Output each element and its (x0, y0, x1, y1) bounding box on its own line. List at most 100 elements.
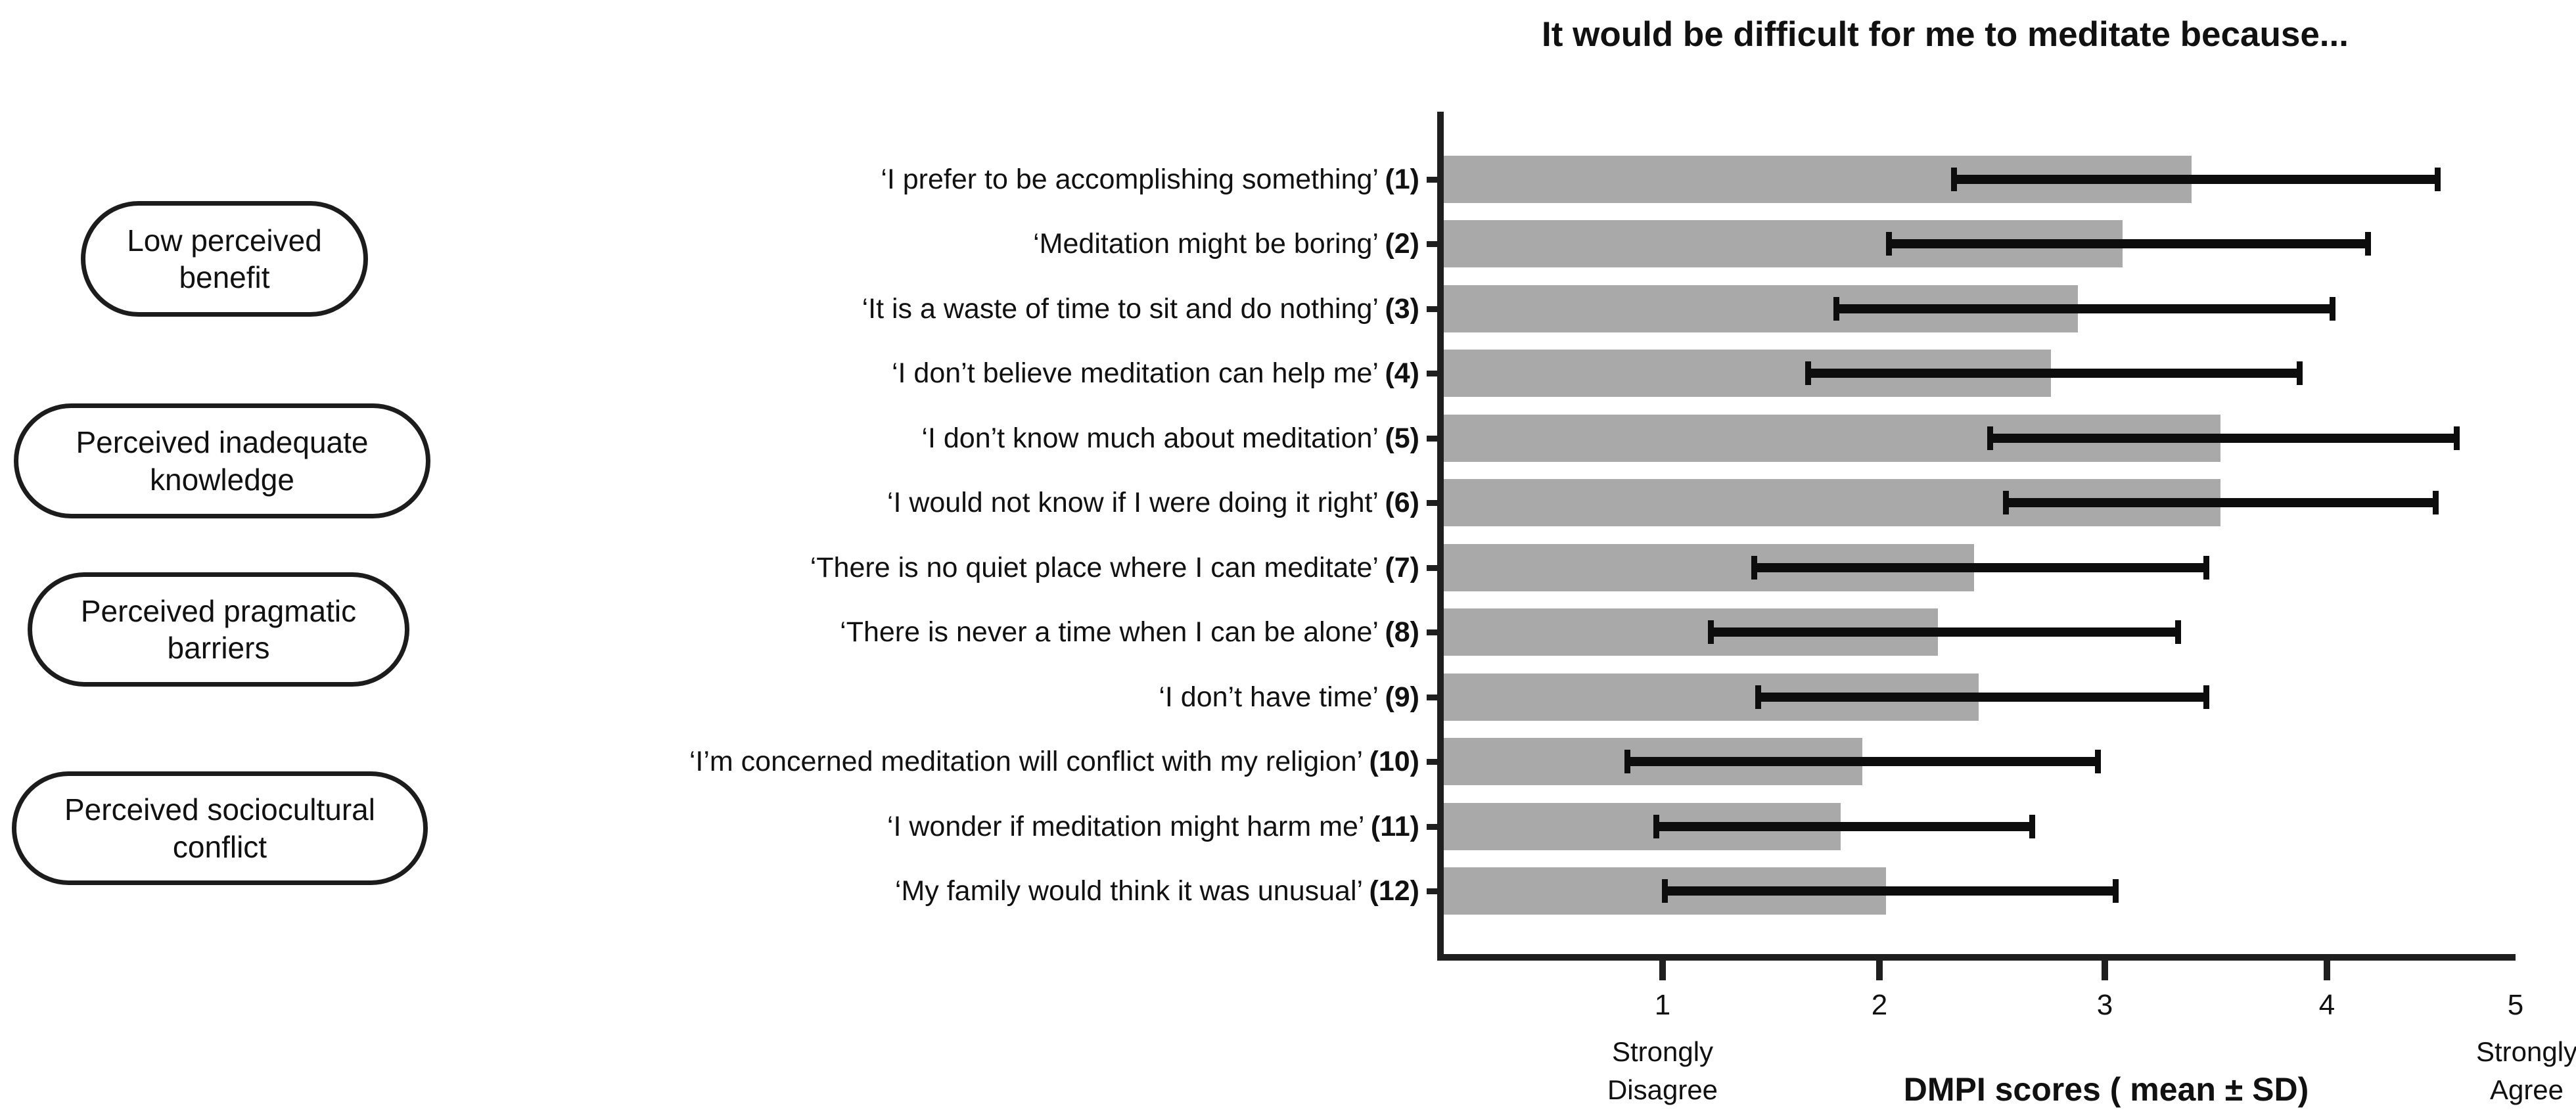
error-bar-cap-left (1951, 168, 1958, 191)
bar-label-1: ‘I prefer to be accomplishing something’… (881, 156, 1419, 203)
bar-label-7: ‘There is no quiet place where I can med… (810, 544, 1419, 591)
error-bar-cap-left (1707, 620, 1714, 645)
error-bar-cap-right (2203, 555, 2210, 580)
y-axis-tick (1427, 241, 1437, 248)
bar-label-number: (1) (1385, 164, 1419, 195)
bar-label-number: (7) (1385, 551, 1419, 583)
bar-label-text: ‘I prefer to be accomplishing something’ (881, 164, 1379, 195)
error-bar-cap-left (1885, 232, 1892, 256)
bar-label-text: ‘There is no quiet place where I can med… (810, 551, 1379, 583)
error-bar-cap-left (1833, 296, 1839, 321)
y-axis-tick (1427, 500, 1437, 507)
category-box-perceived-pragmatic-barriers: Perceived pragmatic barriers (28, 572, 409, 687)
y-axis-tick (1427, 371, 1437, 377)
x-axis-title: DMPI scores ( mean ± SD) (1903, 1071, 2309, 1108)
error-bar-line (1990, 433, 2458, 443)
error-bar-cap-right (2174, 620, 2181, 645)
x-axis-tick-1 (1659, 961, 1666, 980)
error-bar-cap-left (2003, 491, 2010, 515)
error-bar-line (1753, 562, 2207, 572)
bar-label-9: ‘I don’t have time’ (9) (1159, 673, 1419, 721)
error-bar-line (1758, 692, 2207, 702)
error-bar-cap-left (1653, 814, 1659, 838)
x-tick-label-2: 2 (1871, 989, 1888, 1021)
error-bar-cap-left (1755, 685, 1762, 709)
bar-label-text: ‘I’m concerned meditation will conflict … (689, 746, 1364, 778)
error-bar-cap-right (2297, 361, 2303, 386)
category-label-line: knowledge (150, 462, 294, 497)
category-box-perceived-inadequate-knowledge: Perceived inadequate knowledge (14, 403, 430, 518)
category-label-line: Low perceived (127, 223, 322, 258)
bar-label-text: ‘I wonder if meditation might harm me’ (886, 810, 1365, 842)
bar-label-number: (12) (1369, 875, 1419, 907)
x-axis-anchor-strongly-disagree: Strongly Disagree (1525, 1033, 1801, 1109)
x-tick-label-5: 5 (2507, 989, 2524, 1021)
bar-label-number: (10) (1369, 746, 1419, 778)
error-bar-cap-left (1624, 750, 1630, 774)
error-bar-line (1888, 239, 2369, 249)
error-bar-cap-left (1805, 361, 1812, 386)
y-axis-tick (1427, 694, 1437, 700)
category-label-line: conflict (172, 829, 267, 864)
bar-label-3: ‘It is a waste of time to sit and do not… (862, 285, 1419, 332)
y-axis-line (1437, 112, 1444, 961)
bar-label-text: ‘I don’t believe meditation can help me’ (891, 357, 1379, 390)
category-label-line: barriers (167, 631, 270, 665)
bar-label-text: ‘My family would think it was unusual’ (894, 875, 1364, 907)
error-bar-cap-right (2454, 426, 2460, 450)
bar-label-number: (9) (1385, 681, 1419, 713)
bar-label-2: ‘Meditation might be boring’ (2) (1033, 220, 1419, 267)
x-axis-line (1437, 954, 2516, 961)
error-bar-cap-right (2029, 814, 2036, 838)
error-bar-cap-left (1751, 555, 1757, 580)
bar-label-number: (11) (1370, 810, 1419, 842)
bar-label-6: ‘I would not know if I were doing it rig… (887, 479, 1419, 526)
error-bar-cap-right (2435, 168, 2441, 191)
error-bar-cap-left (1662, 878, 1668, 903)
x-tick-label-3: 3 (2096, 989, 2113, 1021)
category-box-perceived-sociocultural-conflict: Perceived sociocultural conflict (12, 771, 428, 885)
anchor-line: Strongly (1611, 1036, 1714, 1067)
y-axis-tick (1427, 629, 1437, 636)
bar-label-12: ‘My family would think it was unusual’ (1… (895, 867, 1419, 915)
bar-label-text: ‘There is never a time when I can be alo… (840, 616, 1379, 649)
error-bar-cap-right (2112, 878, 2119, 903)
y-axis-tick (1427, 888, 1437, 894)
bar-label-number: (8) (1385, 616, 1419, 649)
error-bar-line (1626, 757, 2098, 767)
error-bar-cap-right (2094, 750, 2101, 774)
x-axis-anchor-strongly-agree: Strongly Agree (2389, 1033, 2576, 1109)
y-axis-tick (1427, 306, 1437, 312)
bar-label-number: (3) (1385, 292, 1419, 325)
x-tick-label-1: 1 (1654, 989, 1671, 1021)
y-axis-tick (1427, 435, 1437, 442)
y-axis-tick (1427, 177, 1437, 183)
bar-label-11: ‘I wonder if meditation might harm me’ (1… (887, 803, 1419, 850)
bar-label-5: ‘I don’t know much about meditation’ (5) (921, 415, 1419, 462)
y-axis-tick (1427, 564, 1437, 571)
error-bar-line (1665, 886, 2116, 896)
error-bar-line (1655, 821, 2033, 831)
bar-label-4: ‘I don’t believe meditation can help me’… (892, 350, 1419, 397)
error-bar-cap-right (2365, 232, 2372, 256)
error-bar-cap-right (2329, 296, 2335, 321)
bar-label-10: ‘I’m concerned meditation will conflict … (689, 738, 1419, 785)
error-bar-cap-right (2433, 491, 2439, 515)
bar-label-text: ‘It is a waste of time to sit and do not… (862, 292, 1379, 325)
error-bar-line (1710, 627, 2178, 637)
chart-title: It would be difficult for me to meditate… (1542, 15, 2349, 54)
bar-label-text: ‘Meditation might be boring’ (1033, 228, 1379, 260)
category-label-line: Perceived inadequate (76, 425, 369, 460)
error-bar-line (1836, 304, 2333, 313)
error-bar-line (1808, 369, 2301, 378)
category-label-line: benefit (179, 260, 270, 294)
bar-label-text: ‘I don’t know much about meditation’ (921, 422, 1379, 454)
bar-label-8: ‘There is never a time when I can be alo… (840, 608, 1419, 656)
y-axis-tick (1427, 759, 1437, 765)
anchor-line: Disagree (1607, 1074, 1718, 1105)
bar-label-number: (2) (1385, 228, 1419, 260)
bar-label-text: ‘I would not know if I were doing it rig… (886, 487, 1379, 519)
y-axis-tick (1427, 823, 1437, 830)
anchor-line: Agree (2489, 1074, 2564, 1105)
